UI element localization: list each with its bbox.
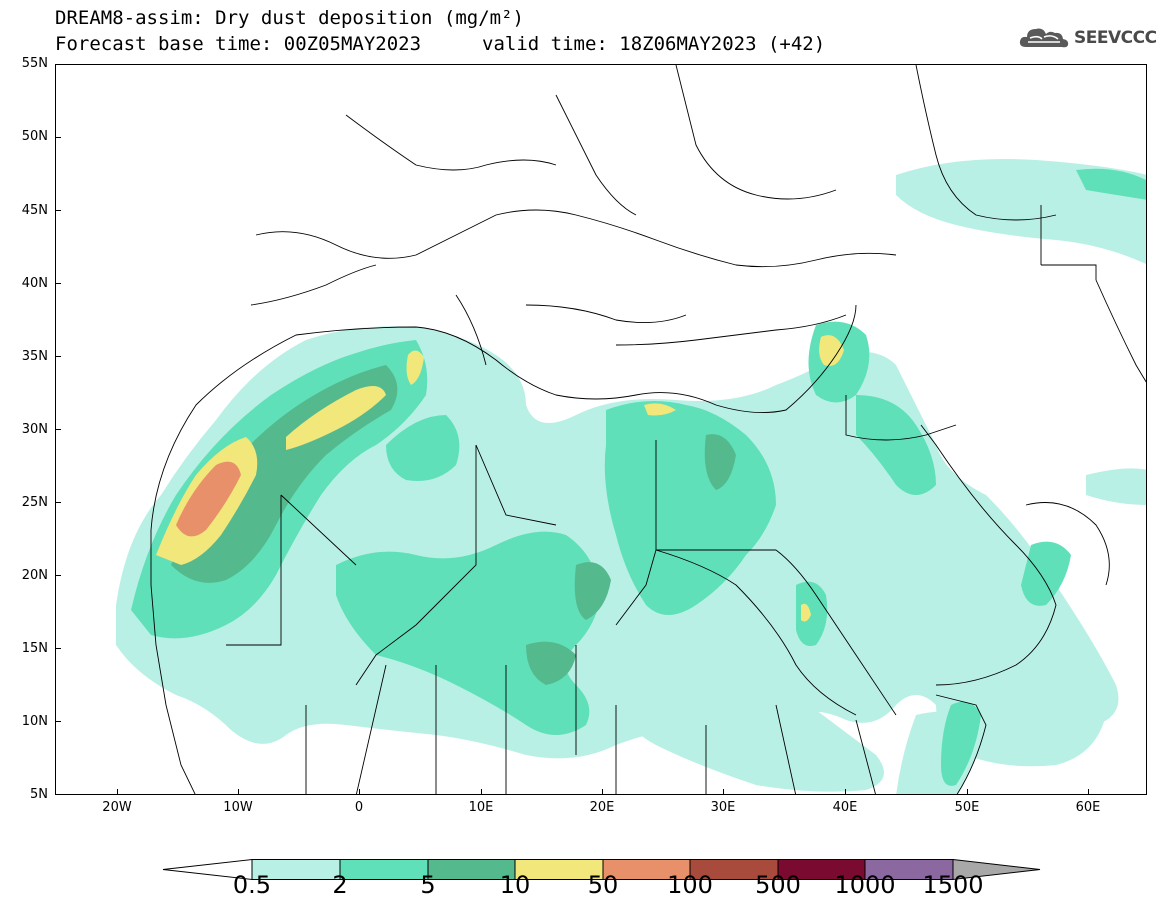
lat-label: 50N <box>21 129 48 144</box>
logo-text: SEEVCCC <box>1074 28 1157 48</box>
lat-label: 25N <box>21 495 48 510</box>
cloud-logo-icon <box>1019 28 1069 48</box>
dust-field-sahel-east <box>616 659 884 792</box>
lon-label: 0 <box>354 800 364 815</box>
colorbar-label: 500 <box>755 871 801 899</box>
dust-field-oman <box>1021 541 1071 606</box>
colorbar-label: 5 <box>420 871 436 899</box>
dust-deposition-map <box>55 64 1147 795</box>
lon-label: 20W <box>102 800 132 815</box>
colorbar <box>162 858 1041 881</box>
map-canvas <box>116 65 1146 794</box>
dust-field-somalia <box>941 701 981 786</box>
dust-field-red-sea <box>801 603 811 622</box>
lat-label: 40N <box>21 276 48 291</box>
country-borders <box>150 65 1146 794</box>
colorbar-over-triangle <box>952 858 1041 881</box>
lat-label: 15N <box>21 641 48 656</box>
dust-field-egypt-coast <box>644 403 676 416</box>
lon-label: 60E <box>1075 800 1101 815</box>
valid-time: valid time: 18Z06MAY2023 (+42) <box>482 33 826 55</box>
dust-field-morocco-peak <box>406 350 424 385</box>
dust-field-western-sahara-max <box>176 461 241 537</box>
colorbar-label: 0.5 <box>232 871 272 899</box>
forecast-base-time: Forecast base time: 00Z05MAY2023 <box>55 33 422 55</box>
dust-field-caucasus <box>896 159 1146 265</box>
seevccc-logo: SEEVCCC <box>1018 24 1157 52</box>
lon-label: 10W <box>223 800 253 815</box>
lat-label: 45N <box>21 203 48 218</box>
colorbar-label: 50 <box>587 871 619 899</box>
lon-label: 20E <box>589 800 615 815</box>
lat-label: 55N <box>21 56 48 71</box>
dust-field-algeria <box>386 415 460 481</box>
chart-title: DREAM8-assim: Dry dust deposition (mg/m²… <box>55 7 524 29</box>
dust-field-caspian <box>1076 168 1146 200</box>
dust-contour-layer <box>116 159 1146 794</box>
dust-field-niger-chad <box>336 531 601 735</box>
lon-label: 10E <box>468 800 494 815</box>
dust-field-chad-core <box>574 562 611 620</box>
lat-label: 5N <box>30 787 48 802</box>
lat-label: 20N <box>21 568 48 583</box>
lat-label: 35N <box>21 349 48 364</box>
lat-label: 10N <box>21 714 48 729</box>
lon-label: 30E <box>710 800 736 815</box>
dust-field-sahel-core <box>526 641 576 685</box>
colorbar-label: 1500 <box>922 871 984 899</box>
colorbar-label: 1000 <box>834 871 896 899</box>
colorbar-label: 10 <box>499 871 531 899</box>
lon-label: 40E <box>832 800 858 815</box>
dust-field-persian-gulf <box>1086 468 1146 505</box>
lon-label: 50E <box>954 800 980 815</box>
lat-label: 30N <box>21 422 48 437</box>
dust-field-arabia-north <box>856 395 936 495</box>
dust-field-syria-peak <box>819 335 844 366</box>
colorbar-label: 100 <box>667 871 713 899</box>
colorbar-label: 2 <box>332 871 348 899</box>
dust-field-ethiopia <box>796 581 828 646</box>
dust-field-libya-core <box>704 434 736 490</box>
dust-field-atlas-peak <box>286 386 386 450</box>
